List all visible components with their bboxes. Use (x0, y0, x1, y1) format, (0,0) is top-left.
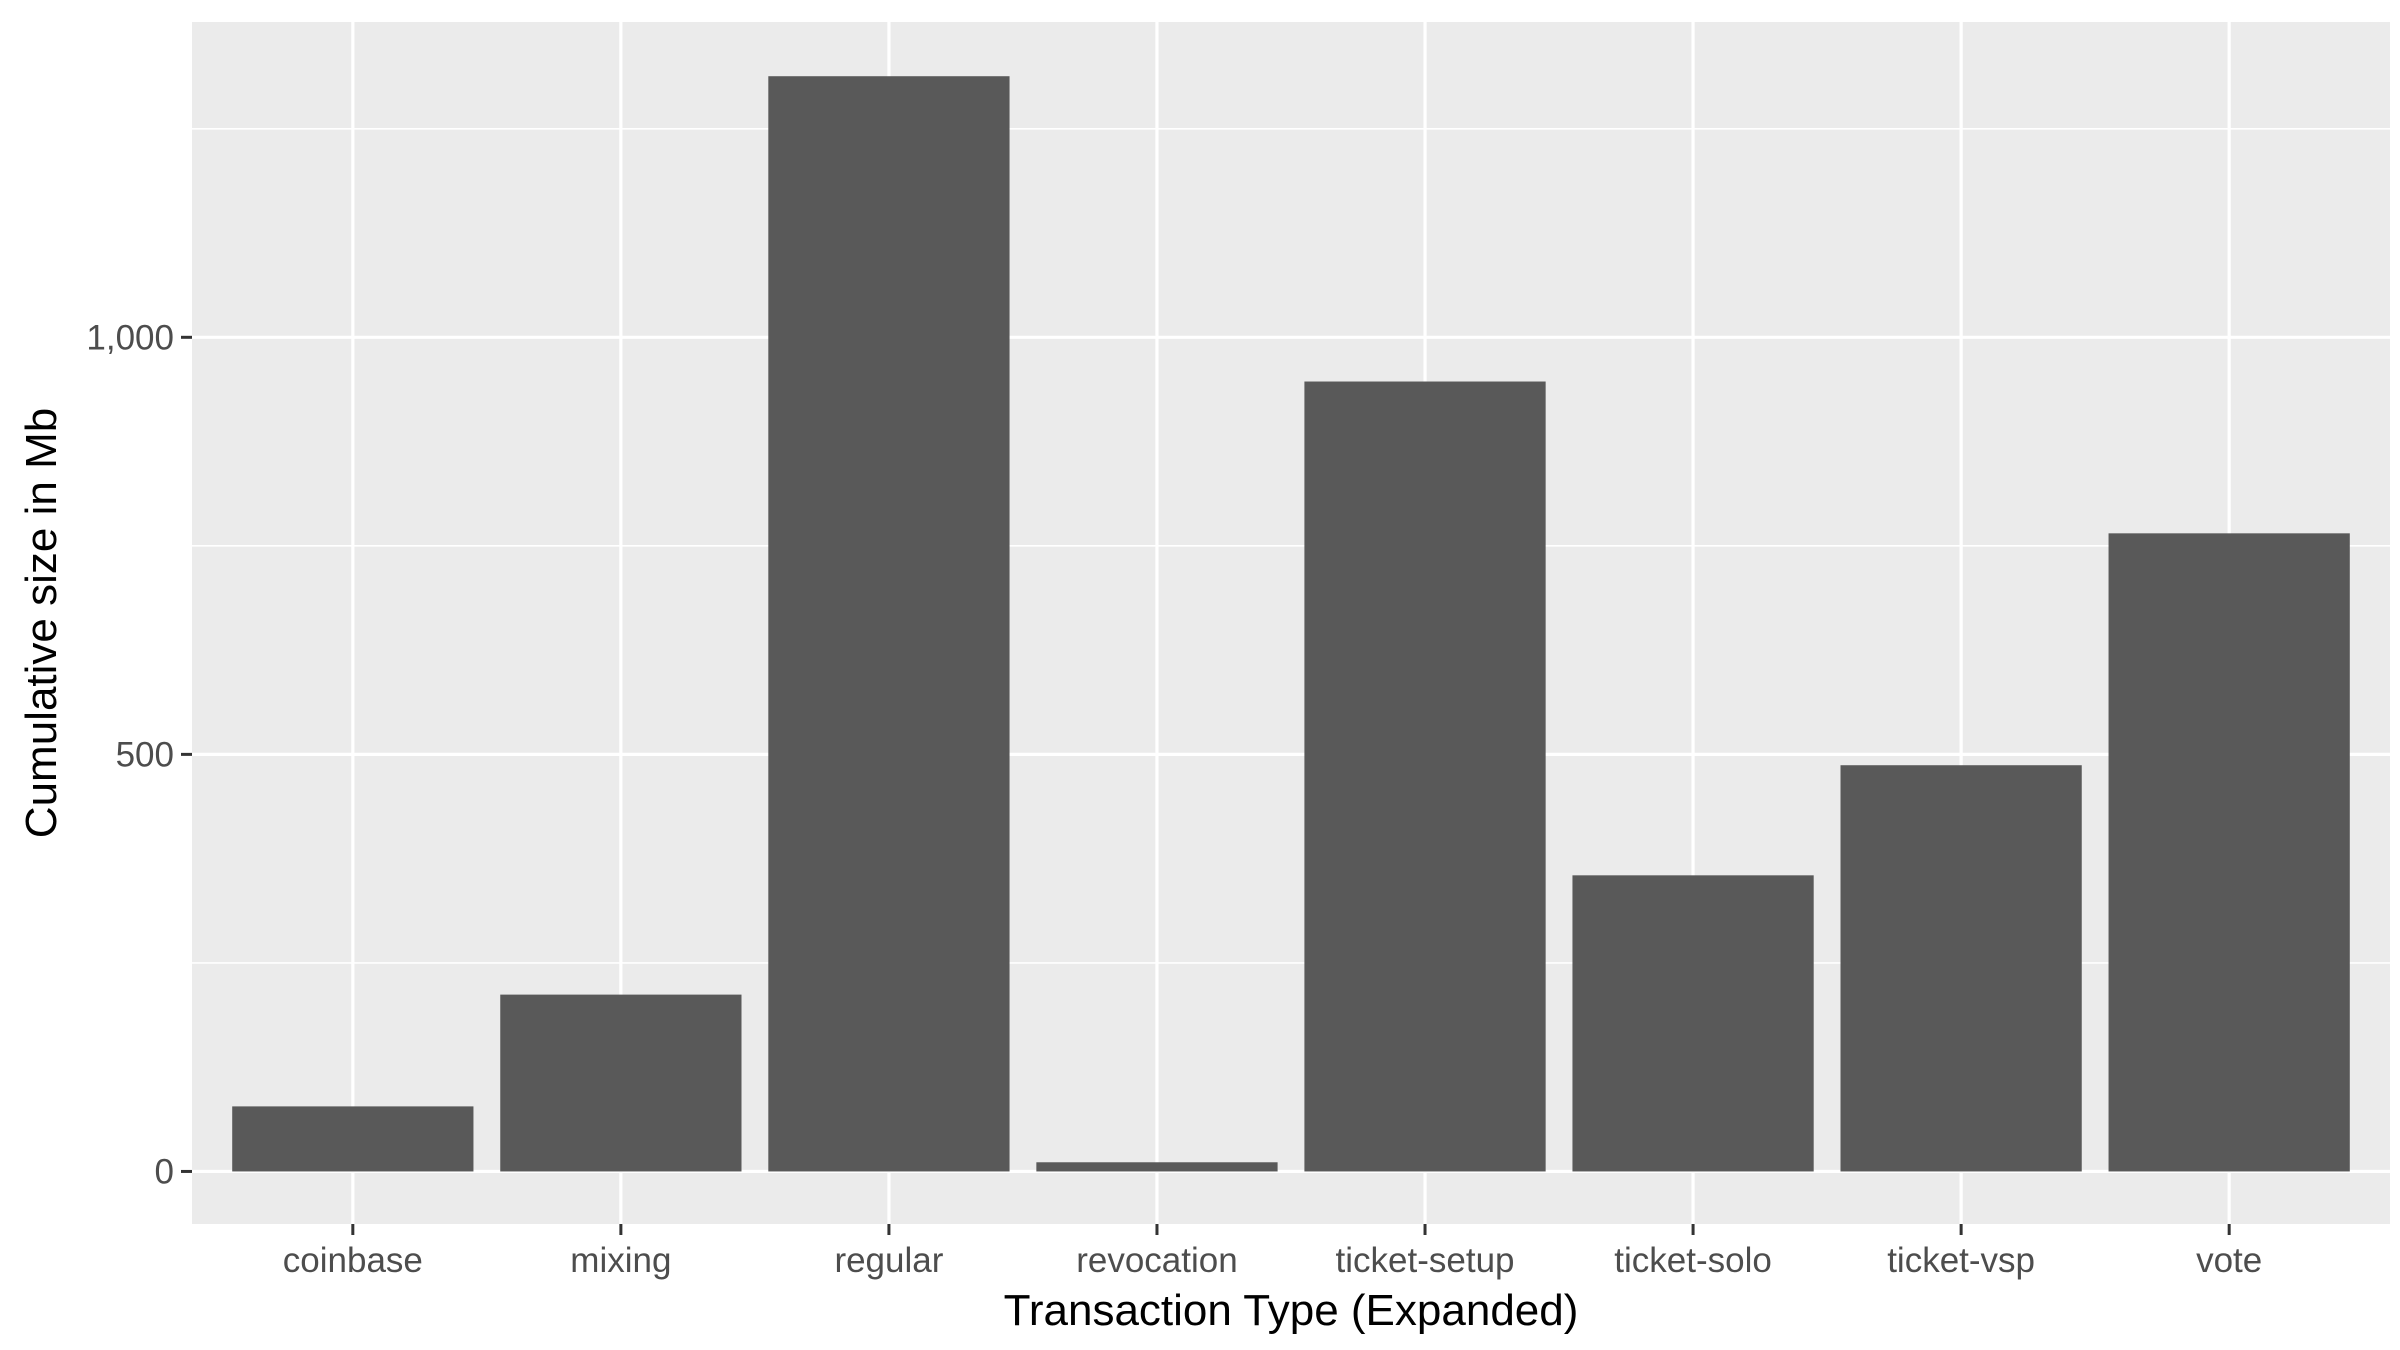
bar-revocation (1036, 1162, 1278, 1172)
bar-ticket-setup (1304, 381, 1546, 1172)
y-tick-label: 0 (155, 1152, 174, 1191)
y-tick-label: 500 (116, 735, 174, 774)
x-axis-title: Transaction Type (Expanded) (1004, 1286, 1579, 1335)
x-axis: coinbase mixing regular revocation ticket-se… (283, 1224, 2262, 1280)
bar-regular (768, 76, 1010, 1172)
bar-vote (2108, 533, 2350, 1172)
x-tick-label: vote (2196, 1241, 2262, 1280)
bar-ticket-solo (1572, 875, 1814, 1172)
y-axis: 0 500 1,000 (86, 318, 192, 1191)
x-tick-label: regular (834, 1241, 943, 1280)
x-tick-label: revocation (1076, 1241, 1237, 1280)
x-tick-label: mixing (570, 1241, 671, 1280)
bar-coinbase (232, 1106, 474, 1172)
bar-ticket-vsp (1840, 765, 2082, 1172)
x-tick-label: ticket-solo (1614, 1241, 1772, 1280)
x-tick-label: coinbase (283, 1241, 423, 1280)
bar-mixing (500, 994, 742, 1172)
x-tick-label: ticket-setup (1336, 1241, 1515, 1280)
y-axis-title: Cumulative size in Mb (17, 408, 66, 838)
y-tick-label: 1,000 (86, 318, 174, 357)
bars (232, 76, 2350, 1172)
x-tick-label: ticket-vsp (1887, 1241, 2035, 1280)
